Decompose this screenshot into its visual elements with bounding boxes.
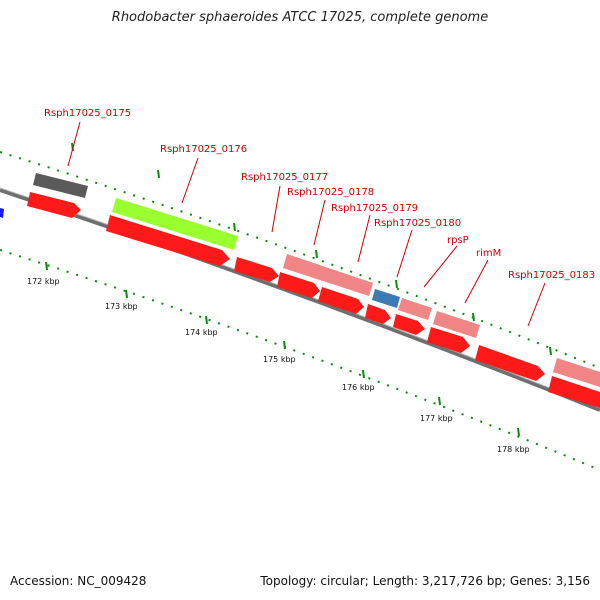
gene-block-0176[interactable]	[112, 198, 238, 250]
gene-arrow-0178[interactable]	[277, 272, 320, 298]
gene-label-0175[interactable]: Rsph17025_0175	[44, 108, 131, 119]
genome-title: Rhodobacter sphaeroides ATCC 17025, comp…	[111, 10, 489, 25]
gene-block-rpsP[interactable]	[433, 311, 480, 338]
gene-label-0176[interactable]: Rsph17025_0176	[160, 144, 247, 155]
gene-label-rpsP[interactable]: rpsP	[447, 235, 469, 246]
gene-arrow-0177[interactable]	[234, 257, 279, 282]
kbp-label-176: 176 kbp	[342, 383, 375, 392]
genome-backbone	[0, 188, 600, 412]
gene-arrow-right[interactable]	[548, 376, 600, 408]
kbp-label-172: 172 kbp	[27, 277, 60, 286]
gene-arrow-rpsP[interactable]	[393, 314, 425, 335]
gene-block-pseudo[interactable]	[33, 173, 88, 198]
gene-block-0178[interactable]	[283, 254, 373, 296]
kbp-label-173: 173 kbp	[105, 302, 138, 311]
gene-arrow-0176[interactable]	[106, 215, 230, 266]
genome-summary-text: Topology: circular; Length: 3,217,726 bp…	[260, 574, 590, 588]
gene-block-0180[interactable]	[398, 298, 432, 320]
gene-label-0178[interactable]: Rsph17025_0178	[287, 187, 374, 198]
kbp-label-177: 177 kbp	[420, 414, 453, 423]
gene-label-0179[interactable]: Rsph17025_0179	[331, 203, 418, 214]
gene-label-rimM[interactable]: rimM	[476, 248, 501, 259]
gene-block-0179[interactable]	[372, 289, 400, 308]
gene-arrow-0179[interactable]	[318, 287, 364, 314]
accession-text: Accession: NC_009428	[10, 574, 147, 588]
kbp-label-174: 174 kbp	[185, 328, 218, 337]
gene-label-0183[interactable]: Rsph17025_0183	[508, 270, 595, 281]
gene-arrow-0183[interactable]	[475, 345, 545, 381]
gene-block-right[interactable]	[553, 358, 600, 387]
gene-arrow-0180[interactable]	[365, 304, 391, 324]
kbp-label-178: 178 kbp	[497, 445, 530, 454]
label-leaders	[67, 121, 546, 327]
gene-fragment-left[interactable]	[0, 208, 4, 218]
kbp-label-175: 175 kbp	[263, 355, 296, 364]
gene-label-0180[interactable]: Rsph17025_0180	[374, 218, 461, 229]
gene-arrow-0175[interactable]	[27, 192, 81, 218]
gene-label-0177[interactable]: Rsph17025_0177	[241, 172, 328, 183]
gene-arrow-rimM[interactable]	[427, 327, 470, 353]
